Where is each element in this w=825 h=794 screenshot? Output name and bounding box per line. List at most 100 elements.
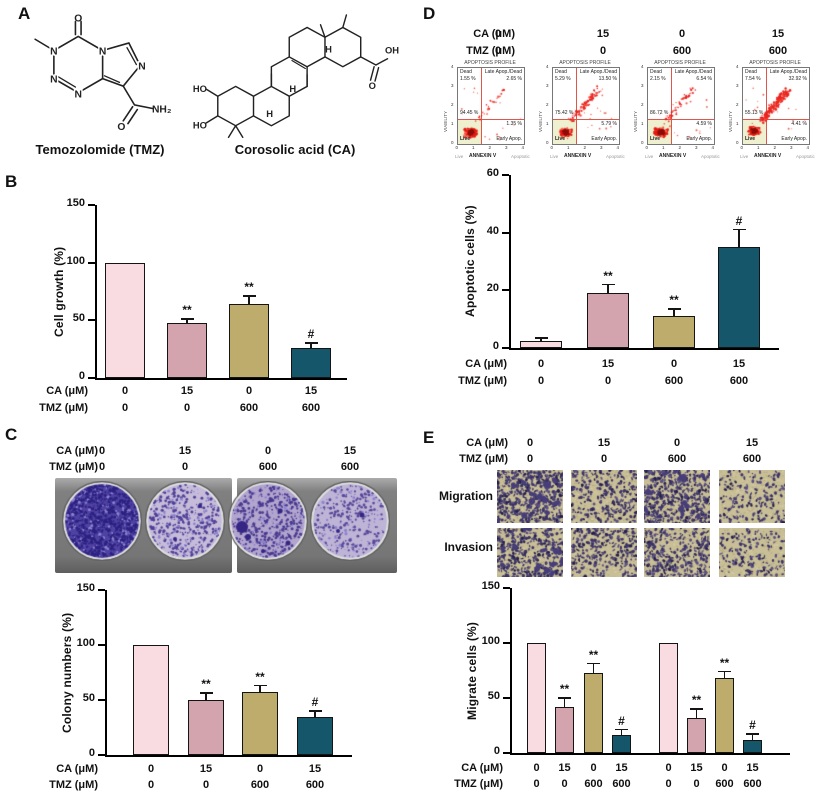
early-percentage: 4.41 % <box>791 121 807 127</box>
flow-x-tick-label: 0 <box>645 145 649 150</box>
dose-value: 0 <box>147 763 155 775</box>
quadrant-label-live: Live <box>460 136 471 143</box>
invasion-row-label: Invasion <box>444 540 493 554</box>
flow-plot-axes: Dead 1.55 % Late Apop./Dead 2.65 % 94.45 % Li… <box>457 67 525 145</box>
dose-value: 15 <box>615 762 628 774</box>
dose-value: 0 <box>600 453 608 465</box>
y-tick-label: 0 <box>492 340 499 352</box>
quadrant-label-late: Late Apop./Dead <box>769 69 807 75</box>
chart-b-y-axis-title: Cell growth (%) <box>52 246 66 337</box>
quadrant-label-late: Late Apop./Dead <box>674 69 712 75</box>
flow-x-tick-label: 3 <box>505 145 508 150</box>
compound-name-ca: Corosolic acid (CA) <box>234 142 356 157</box>
y-tick-mark <box>503 697 510 699</box>
y-tick-label: 0 <box>88 747 95 759</box>
y-tick-label: 100 <box>66 254 85 267</box>
significance-label: # <box>735 213 743 228</box>
colony-dish-image <box>145 481 225 561</box>
significance-label: ** <box>201 677 211 692</box>
significance-label: # <box>618 713 625 728</box>
quadrant-label-dead: Dead <box>460 69 472 75</box>
dose-value: 600 <box>667 453 687 465</box>
panel-b: B Cell growth (%) 0 50 100 150 ** ** # CA (μM) 0… <box>0 170 415 425</box>
dose-value: 0 <box>526 437 534 449</box>
chart-plot-area <box>510 588 790 755</box>
dose-value: 600 <box>612 778 631 790</box>
chart-d-y-axis-title: Apoptotic cells (%) <box>463 205 477 318</box>
error-bar-cap <box>615 728 628 731</box>
y-tick-mark <box>502 174 509 176</box>
significance-label: ** <box>559 682 570 696</box>
late-percentage: 6.54 % <box>696 75 712 82</box>
dose-value: 0 <box>494 28 502 40</box>
y-tick-mark <box>88 204 95 206</box>
live-percentage: 86.72 % <box>649 110 670 117</box>
dose-value: 0 <box>147 779 155 791</box>
dose-value: 15 <box>690 762 703 774</box>
dose-value: 0 <box>599 45 607 57</box>
y-tick-mark <box>503 587 510 589</box>
significance-label: ** <box>691 693 702 707</box>
significance-label: # <box>311 695 319 709</box>
dose-value: 0 <box>533 762 540 774</box>
quadrant-label-live: Live <box>745 136 756 143</box>
dose-value: 15 <box>343 445 357 457</box>
flow-x-tick-label: 0 <box>455 145 459 150</box>
panel-d-flow: D CA (μM) TMZ (μM) 0 0 15 0 0 600 15 600 APOPTOSIS… <box>415 0 825 170</box>
flow-y-tick-label: 1 <box>546 121 549 126</box>
bar <box>659 643 678 753</box>
bar <box>584 672 603 753</box>
error-bar-cap <box>690 708 703 710</box>
error-bar <box>607 284 609 294</box>
invasion-image <box>719 528 785 577</box>
panel-a-letter: A <box>18 4 31 23</box>
live-percentage: 75.42 % <box>554 110 575 117</box>
significance-label: ** <box>255 669 265 684</box>
panel-e-letter: E <box>423 428 435 447</box>
svg-text:N: N <box>99 46 106 57</box>
dose-value: 0 <box>98 461 106 473</box>
flow-x-tick-label: 2 <box>488 145 492 150</box>
flow-x-live-label: Live <box>550 153 559 159</box>
flow-y-tick-label: 0 <box>641 140 644 145</box>
dose-row-label: TMZ (μM) <box>459 453 508 465</box>
flow-y-tick-label: 3 <box>546 83 549 88</box>
quadrant-label-dead: Dead <box>745 69 757 75</box>
flow-plot-axes: Dead 5.29 % Late Apop./Dead 13.50 % 75.42 % L… <box>552 67 620 145</box>
flow-y-axis-title: VIABILITY <box>538 110 543 132</box>
flow-x-tick-label: 4 <box>711 145 715 150</box>
error-bar <box>540 338 542 341</box>
bar <box>715 678 734 753</box>
dose-value: 0 <box>245 385 253 397</box>
error-bar <box>563 698 566 707</box>
dose-value: 0 <box>494 45 502 57</box>
error-bar-cap <box>180 318 194 320</box>
dose-value: 15 <box>596 28 610 40</box>
error-bar-cap <box>253 684 267 687</box>
error-bar-cap <box>667 308 681 310</box>
dose-value: 15 <box>180 385 194 397</box>
flow-x-axis-title: ANNEXIN V <box>659 153 687 159</box>
dose-row-label: CA (μM) <box>473 28 515 40</box>
dose-value: 600 <box>250 779 270 791</box>
y-tick-label: 60 <box>486 167 499 179</box>
flow-x-tick-label: 4 <box>806 145 810 150</box>
y-tick-mark <box>502 347 509 349</box>
dose-row-label: CA (μM) <box>56 445 98 457</box>
bar <box>520 340 562 348</box>
flow-y-tick-label: 2 <box>736 102 739 107</box>
flow-x-axis-title: ANNEXIN V <box>469 153 497 159</box>
dose-value: 0 <box>98 445 106 457</box>
dose-row-label: CA (μM) <box>56 763 98 775</box>
panel-d-letter: D <box>423 4 436 23</box>
quadrant-label-late: Late Apop./Dead <box>484 69 522 75</box>
panel-c-letter: C <box>5 425 18 444</box>
dose-row-label: CA (μM) <box>461 762 503 774</box>
y-tick-label: 20 <box>486 282 499 295</box>
dose-value: 15 <box>745 437 759 449</box>
dose-value: 0 <box>665 762 672 774</box>
dose-value: 0 <box>264 445 272 457</box>
bar <box>297 716 333 755</box>
error-bar-cap <box>746 733 759 735</box>
error-bar <box>695 709 698 718</box>
